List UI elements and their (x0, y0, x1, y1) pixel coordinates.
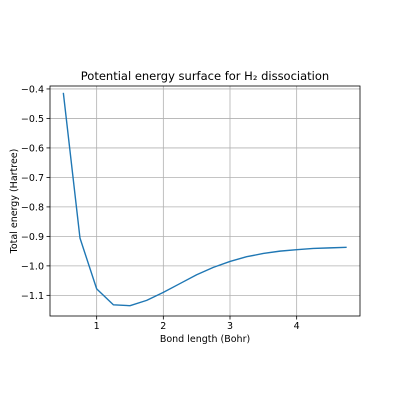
y-tick-label: −0.9 (21, 232, 44, 243)
y-tick-label: −0.5 (21, 114, 44, 125)
series-layer (62, 92, 347, 307)
x-tick-label: 1 (94, 321, 100, 332)
x-tick-label: 2 (160, 321, 166, 332)
y-tick-label: −1.1 (21, 291, 44, 302)
ticks: 1 2 3 4 −0.4 −0.5 −0.6 −0.7 −0.8 −0.9 −1.0 −1.1 (21, 84, 300, 332)
chart-title: Potential energy surface for H₂ dissocia… (81, 69, 329, 83)
x-tick-label: 3 (227, 321, 233, 332)
y-tick-label: −0.6 (21, 143, 44, 154)
series-line (62, 92, 347, 307)
x-axis-label: Bond length (Bohr) (160, 334, 250, 345)
plot-frame (49, 85, 361, 317)
y-tick-label: −0.7 (21, 173, 44, 184)
x-tick-label: 4 (294, 321, 300, 332)
y-axis-label: Total energy (Hartree) (9, 149, 20, 255)
y-tick-label: −0.8 (21, 202, 44, 213)
y-tick-label: −1.0 (21, 261, 44, 272)
grid (50, 86, 360, 316)
y-tick-label: −0.4 (21, 84, 44, 95)
